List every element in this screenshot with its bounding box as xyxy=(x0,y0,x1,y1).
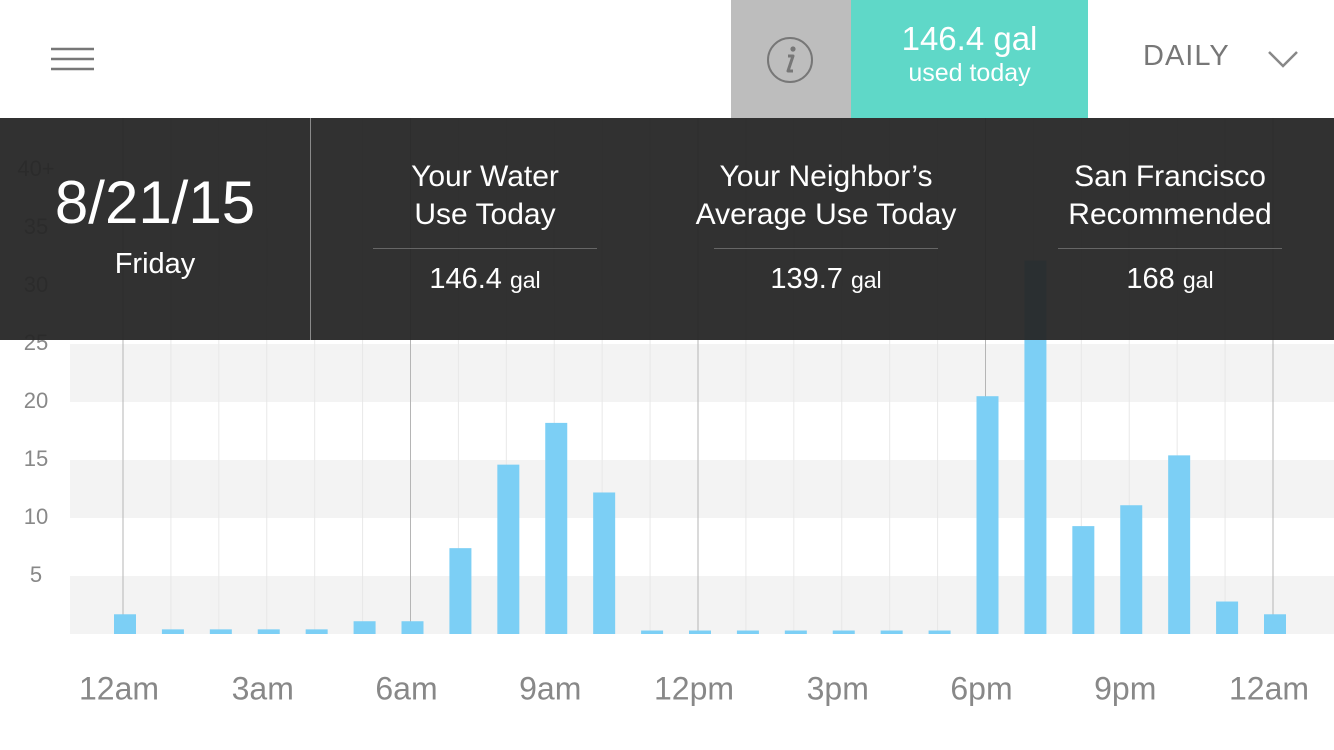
bar xyxy=(114,614,136,634)
x-tick-label: 3pm xyxy=(807,670,869,706)
column-rule xyxy=(1058,248,1282,249)
column-unit: gal xyxy=(509,267,541,293)
column-value-line: 146.4 gal xyxy=(335,263,635,296)
x-tick-label: 6am xyxy=(375,670,437,706)
bar xyxy=(1216,601,1239,634)
info-button[interactable] xyxy=(731,0,851,118)
bar xyxy=(353,621,376,634)
bar xyxy=(832,630,855,634)
info-icon xyxy=(767,37,813,83)
period-selector[interactable]: DAILY xyxy=(1088,0,1334,118)
column-value: 139.7 xyxy=(770,263,843,295)
usage-badge: 146.4 gal used today xyxy=(851,0,1088,118)
summary-column: Your Water Use Today 146.4 gal xyxy=(335,158,635,296)
column-title: Use Today xyxy=(414,198,556,231)
summary-column: Your Neighbor’s Average Use Today 139.7 ga… xyxy=(676,158,976,296)
column-title: Your Neighbor’s xyxy=(719,160,933,193)
bar xyxy=(736,630,759,634)
bar xyxy=(1168,455,1191,634)
column-title: San Francisco xyxy=(1074,160,1266,193)
bar xyxy=(161,629,184,634)
bar xyxy=(497,464,520,634)
column-unit: gal xyxy=(850,267,882,293)
bar xyxy=(257,629,280,634)
weekday: Friday xyxy=(114,248,196,280)
bar xyxy=(545,422,568,634)
divider xyxy=(310,118,311,340)
date: 8/21/15 xyxy=(54,169,256,236)
x-tick-label: 12am xyxy=(1229,670,1309,706)
period-label: DAILY xyxy=(1143,40,1230,72)
column-unit: gal xyxy=(1182,267,1214,293)
bar xyxy=(1072,526,1095,634)
bar xyxy=(1024,260,1047,634)
usage-caption: used today xyxy=(908,59,1031,87)
y-tick-label: 5 xyxy=(30,562,42,587)
x-tick-label: 12pm xyxy=(654,670,734,706)
bar xyxy=(976,396,999,634)
column-title: Recommended xyxy=(1068,198,1272,231)
usage-value: 146.4 gal xyxy=(901,20,1038,57)
summary-panel: 8/21/15 Friday Your Water Use Today 146.4 … xyxy=(0,118,1334,340)
y-tick-label: 20 xyxy=(24,388,48,413)
column-value: 168 xyxy=(1126,263,1175,295)
bar xyxy=(880,630,903,634)
bar xyxy=(784,630,807,634)
chevron-icon xyxy=(1268,51,1298,68)
column-title: Your Water xyxy=(411,160,559,193)
menu-button[interactable] xyxy=(0,0,140,118)
x-tick-label: 9am xyxy=(519,670,581,706)
y-tick-label: 15 xyxy=(24,446,48,471)
bar xyxy=(1264,614,1286,634)
bar xyxy=(593,492,616,634)
bar xyxy=(1120,505,1143,634)
bar xyxy=(209,629,232,634)
bar xyxy=(401,621,424,634)
bar xyxy=(305,629,328,634)
menu-icon xyxy=(51,47,94,71)
x-tick-label: 6pm xyxy=(950,670,1012,706)
grid-band xyxy=(70,344,1334,402)
grid-band xyxy=(70,576,1334,634)
column-value: 146.4 xyxy=(429,263,502,295)
x-tick-label: 12am xyxy=(79,670,159,706)
column-rule xyxy=(373,248,597,249)
bar xyxy=(928,630,951,634)
y-tick-label: 10 xyxy=(24,504,48,529)
x-tick-label: 3am xyxy=(232,670,294,706)
column-value-line: 168 gal xyxy=(1020,263,1320,296)
bar xyxy=(641,630,664,634)
bar xyxy=(449,548,472,634)
column-value-line: 139.7 gal xyxy=(676,263,976,296)
bar xyxy=(689,630,711,634)
summary-column: San Francisco Recommended 168 gal xyxy=(1020,158,1320,296)
grid-band xyxy=(70,460,1334,518)
x-tick-label: 9pm xyxy=(1094,670,1156,706)
column-title: Average Use Today xyxy=(695,198,957,231)
column-rule xyxy=(714,248,938,249)
